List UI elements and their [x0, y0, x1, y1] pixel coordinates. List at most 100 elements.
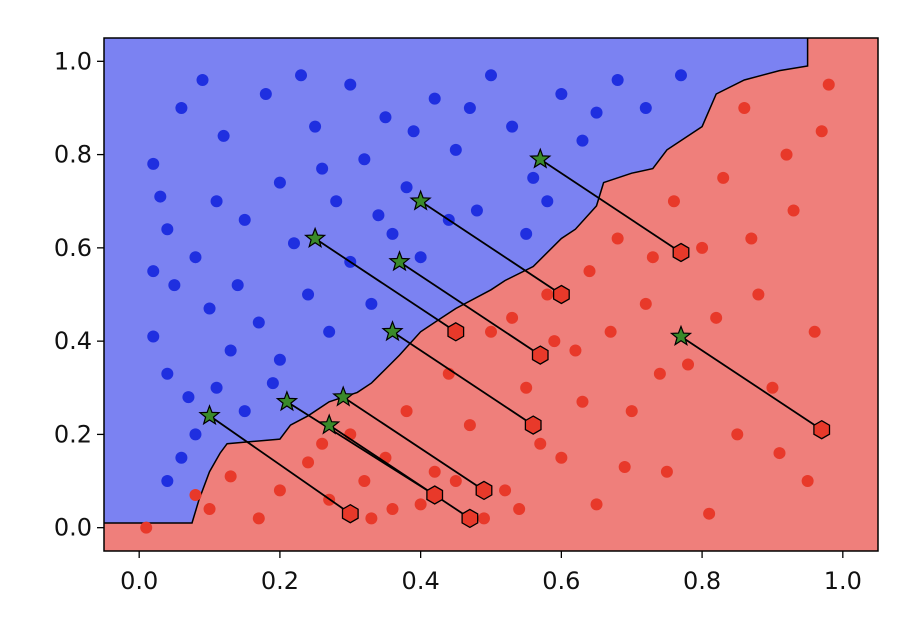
red-point: [252, 512, 265, 525]
original-star: [318, 413, 341, 435]
red-point: [667, 195, 680, 208]
perturbation-line: [314, 237, 457, 333]
red-point: [506, 311, 519, 324]
red-point: [534, 437, 547, 450]
y-tick-label: 0.6: [54, 234, 92, 262]
red-point: [576, 395, 589, 408]
blue-point: [161, 367, 174, 380]
y-tick-label: 0.2: [54, 420, 92, 448]
blue-point: [210, 195, 223, 208]
original-star: [529, 147, 552, 169]
red-region: [104, 38, 878, 551]
red-point: [541, 288, 554, 301]
perturbation-line: [391, 331, 534, 426]
y-tick-label: 0.8: [54, 141, 92, 169]
perturbation-line: [342, 396, 485, 492]
perturbation-line: [399, 261, 541, 356]
red-point: [273, 484, 286, 497]
red-point: [815, 125, 828, 138]
blue-point: [520, 227, 533, 240]
original-star: [388, 250, 411, 272]
decision-boundary: [104, 38, 809, 524]
blue-point: [295, 69, 308, 82]
blue-point: [175, 451, 188, 464]
red-point: [555, 451, 568, 464]
blue-point: [266, 377, 279, 390]
red-point: [731, 428, 744, 441]
blue-point: [407, 125, 420, 138]
red-point: [660, 465, 673, 478]
red-point: [189, 489, 202, 502]
blue-point: [470, 204, 483, 217]
x-tick-label: 0.6: [542, 567, 580, 595]
blue-point: [674, 69, 687, 82]
red-point: [653, 367, 666, 380]
red-point: [752, 288, 765, 301]
blue-point: [217, 129, 230, 142]
blue-point: [400, 181, 413, 194]
blue-point: [330, 195, 343, 208]
blue-point: [302, 288, 315, 301]
blue-point: [590, 106, 603, 119]
perturbation-markers: [198, 147, 831, 529]
blue-point: [287, 237, 300, 250]
red-point: [773, 447, 786, 460]
adversarial-hexagon: [461, 508, 479, 529]
adversarial-hexagon: [426, 485, 444, 505]
perturbation-line: [420, 200, 562, 296]
blue-point: [611, 73, 624, 86]
blue-point: [189, 428, 202, 441]
red-point: [548, 335, 561, 348]
original-star: [409, 189, 432, 211]
red-point: [682, 358, 695, 371]
blue-point: [203, 302, 216, 315]
red-point: [140, 521, 153, 534]
blue-point: [414, 251, 427, 264]
blue-point: [147, 265, 160, 278]
red-point: [611, 232, 624, 245]
blue-point: [428, 92, 441, 105]
y-tick-label: 0.4: [54, 327, 92, 355]
blue-point: [168, 279, 181, 292]
blue-point: [372, 209, 385, 222]
perturbation-lines: [209, 158, 823, 520]
blue-point: [506, 120, 519, 133]
blue-point: [224, 344, 237, 357]
original-star: [381, 320, 404, 342]
blue-point: [379, 111, 392, 124]
blue-point: [182, 391, 195, 404]
blue-point: [154, 190, 167, 203]
blue-point: [238, 405, 251, 418]
blue-point: [485, 69, 497, 82]
red-point: [302, 456, 315, 469]
red-point: [646, 251, 659, 264]
axes-frame: [103, 37, 879, 552]
blue-point: [252, 316, 265, 329]
x-tick-label: 0.2: [261, 567, 299, 595]
red-point: [717, 171, 730, 184]
red-point: [801, 475, 814, 488]
perturbation-line: [328, 424, 471, 520]
blue-point: [358, 153, 371, 166]
red-point: [365, 512, 378, 525]
blue-point: [147, 157, 160, 170]
x-axis: 0.0 0.2 0.4 0.6 0.8 1.0: [120, 551, 862, 595]
red-point: [358, 475, 371, 488]
red-point: [386, 503, 399, 516]
red-point: [766, 381, 779, 394]
red-point: [499, 484, 512, 497]
blue-point: [147, 330, 160, 343]
perturbation-line: [209, 415, 351, 515]
red-point: [463, 419, 476, 432]
original-star: [198, 404, 221, 426]
red-point: [583, 265, 596, 278]
red-point: [477, 512, 490, 525]
red-point: [400, 405, 413, 418]
red-point: [639, 297, 652, 310]
blue-point: [161, 475, 174, 488]
red-point: [780, 148, 793, 161]
blue-point: [316, 162, 329, 175]
x-tick-label: 0.8: [683, 567, 721, 595]
red-point: [449, 475, 462, 488]
red-point: [618, 461, 631, 474]
